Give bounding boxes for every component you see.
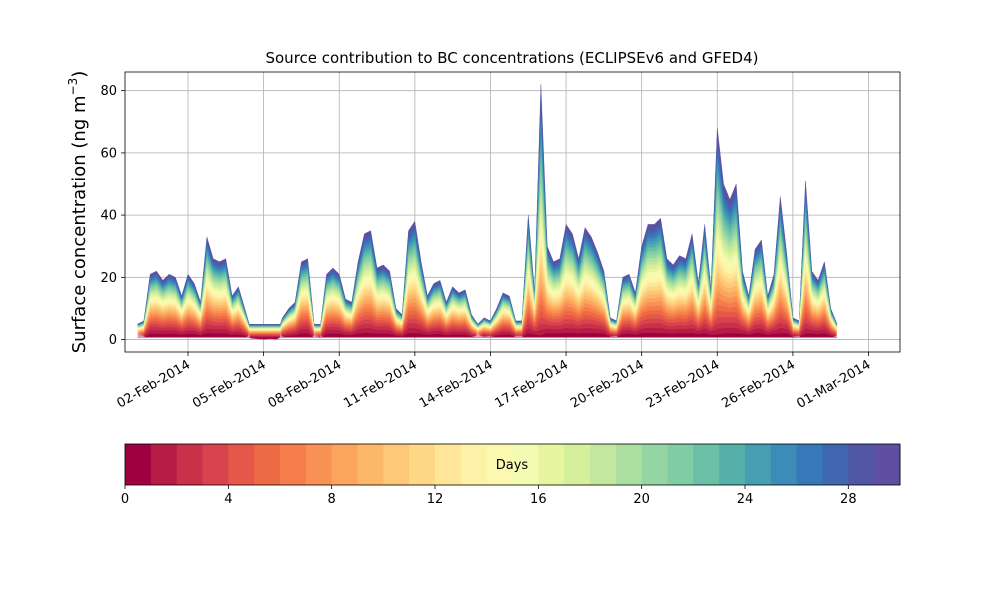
y-tick-label: 60 <box>100 146 117 161</box>
y-axis-label-main: Surface concentration (ng m <box>69 95 90 353</box>
colorbar-swatch-20 <box>641 444 668 485</box>
colorbar-swatch-17 <box>564 444 591 485</box>
colorbar-swatch-0 <box>125 444 152 485</box>
colorbar-swatch-23 <box>719 444 746 485</box>
colorbar-label: Days <box>496 458 529 473</box>
x-tick-label: 01-Mar-2014 <box>794 357 873 411</box>
y-axis-label: Surface concentration (ng m−3) <box>66 71 90 354</box>
y-axis-label-close: ) <box>69 71 90 78</box>
stacked-areas <box>137 84 838 340</box>
x-tick-label: 17-Feb-2014 <box>493 357 572 411</box>
colorbar-tick-label: 24 <box>737 492 754 507</box>
colorbar-swatch-7 <box>305 444 333 485</box>
colorbar-swatch-25 <box>770 444 798 485</box>
y-tick-label: 20 <box>100 271 117 286</box>
colorbar-tick-label: 16 <box>530 492 547 507</box>
colorbar-swatch-19 <box>615 444 643 485</box>
colorbar-tick-label: 12 <box>427 492 444 507</box>
colorbar-swatch-22 <box>693 444 720 485</box>
colorbar-tick-label: 0 <box>121 492 129 507</box>
x-tick-label: 14-Feb-2014 <box>417 357 496 411</box>
colorbar-swatch-9 <box>357 444 384 485</box>
colorbar-swatch-18 <box>590 444 617 485</box>
x-tick-label: 26-Feb-2014 <box>719 357 798 411</box>
colorbar-swatch-2 <box>176 444 203 485</box>
plot-frame <box>124 71 901 353</box>
colorbar-swatch-14 <box>486 444 513 485</box>
colorbar-swatch-29 <box>874 444 901 485</box>
colorbar-swatch-11 <box>409 444 436 485</box>
colorbar-swatch-24 <box>745 444 772 485</box>
y-tick-label: 0 <box>109 333 117 348</box>
colorbar-swatch-3 <box>202 444 229 485</box>
colorbar-swatch-15 <box>512 444 539 485</box>
x-tick-label: 11-Feb-2014 <box>341 357 420 411</box>
colorbar-swatch-16 <box>538 444 565 485</box>
colorbar-swatch-21 <box>667 444 694 485</box>
colorbar-frame <box>124 443 901 486</box>
x-tick-label: 02-Feb-2014 <box>114 357 193 411</box>
colorbar-swatch-1 <box>150 444 178 485</box>
x-tick-label: 20-Feb-2014 <box>568 357 647 411</box>
colorbar-tick-label: 4 <box>224 492 232 507</box>
colorbar-swatch-13 <box>460 444 488 485</box>
x-tick-label: 05-Feb-2014 <box>190 357 269 411</box>
colorbar-swatch-28 <box>848 444 875 485</box>
colorbar-swatch-4 <box>228 444 255 485</box>
y-axis-label-exponent: −3 <box>66 78 80 96</box>
colorbar-swatch-10 <box>383 444 410 485</box>
colorbar-tick-label: 20 <box>633 492 650 507</box>
x-tick-label: 23-Feb-2014 <box>644 357 723 411</box>
y-tick-label: 80 <box>100 84 117 99</box>
y-tick-label: 40 <box>100 209 117 224</box>
colorbar-swatch-6 <box>280 444 307 485</box>
colorbar-swatch-12 <box>435 444 462 485</box>
chart-title: Source contribution to BC concentrations… <box>265 49 758 67</box>
colorbar-tick-label: 8 <box>328 492 336 507</box>
colorbar-swatch-26 <box>796 444 823 485</box>
colorbar-swatch-5 <box>254 444 281 485</box>
colorbar-swatch-27 <box>822 444 849 485</box>
area-band-day-0 <box>137 333 838 340</box>
colorbar-tick-label: 28 <box>840 492 857 507</box>
colorbar: 0 4 8 12 16 20 24 28 <box>121 443 901 507</box>
colorbar-swatch-8 <box>331 444 358 485</box>
x-tick-label: 08-Feb-2014 <box>266 357 345 411</box>
